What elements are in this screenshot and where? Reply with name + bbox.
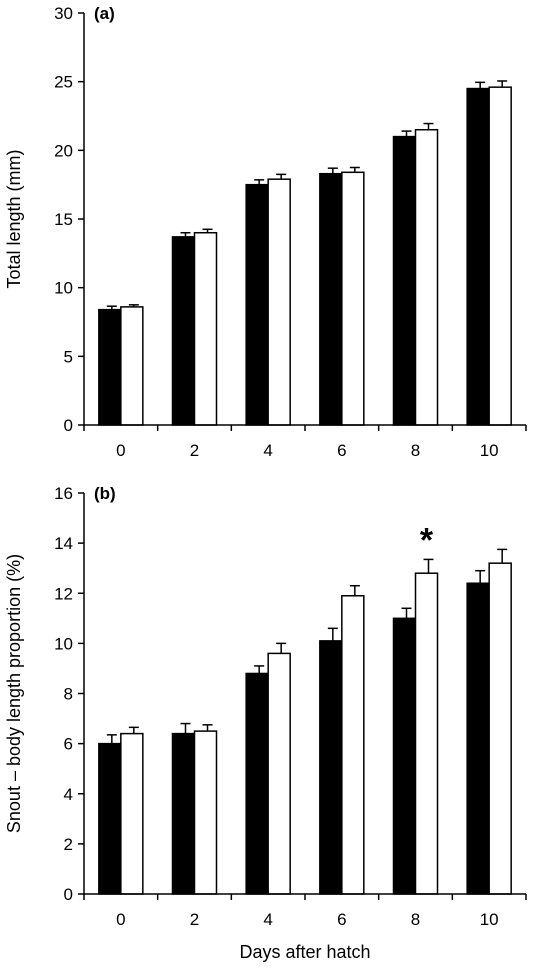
- panel-b-label: (b): [94, 484, 116, 503]
- panel-a-bar: [414, 128, 439, 426]
- panel-b-y-tick-label: 6: [64, 735, 73, 754]
- panel-a-y-tick-label: 25: [54, 73, 73, 92]
- panel-b-bar: [341, 595, 365, 895]
- panel-b-x-tick-label: 10: [480, 910, 499, 929]
- panel-b-y-tick-label: 10: [54, 634, 73, 653]
- panel-b-significance-marker: *: [420, 521, 434, 559]
- panel-b-y-tick-label: 8: [64, 685, 73, 704]
- panel-a-bar: [171, 236, 196, 426]
- panel-b-bar: [120, 732, 144, 895]
- panel-b-bar: [488, 562, 512, 895]
- panel-b-y-tick-label: 12: [54, 584, 73, 603]
- panel-b-bar: [392, 617, 417, 895]
- panel-b-bar: [245, 672, 269, 895]
- panel-b-x-tick-label: 4: [263, 910, 272, 929]
- panel-b-y-tick-label: 2: [64, 835, 73, 854]
- panel-a-chart: 0 5 10 15 20 25 30 0 2 4 6 8 10 (a) Total length (mm…: [4, 4, 527, 460]
- panel-a-bar: [392, 135, 417, 426]
- panel-b-chart: * 0 2 4 6 8 10 12 14 16 0 2 4 6 8 10 (b) Snout – body …: [4, 484, 527, 962]
- panel-b-x-axis-title: Days after hatch: [239, 942, 370, 962]
- panel-a-x-tick-label: 10: [480, 441, 499, 460]
- panel-a-y-tick-label: 10: [54, 279, 73, 298]
- panel-b-y-tick-label: 16: [54, 484, 73, 503]
- panel-a-bar: [245, 183, 269, 426]
- panel-b-bar: [414, 572, 439, 895]
- panel-b-y-tick-label: 14: [54, 534, 73, 553]
- panel-b-bars: *: [98, 521, 512, 895]
- panel-b-x-tick-label: 2: [190, 910, 199, 929]
- panel-a-ticks: 0 5 10 15 20 25 30 0 2 4 6 8 10: [54, 4, 527, 460]
- panel-b-x-tick-label: 6: [337, 910, 346, 929]
- panel-b-ticks: 0 2 4 6 8 10 12 14 16 0 2 4 6 8 10: [54, 484, 527, 929]
- panel-b-y-tick-label: 0: [64, 885, 73, 904]
- panel-b-bar: [267, 652, 291, 895]
- panel-a-y-axis-title: Total length (mm): [4, 149, 24, 288]
- panel-a-x-tick-label: 6: [337, 441, 346, 460]
- panel-a-y-tick-label: 15: [54, 210, 73, 229]
- panel-a-bar: [488, 86, 512, 426]
- panel-a-bar: [466, 87, 490, 426]
- panel-a-x-tick-label: 0: [116, 441, 125, 460]
- panel-a-y-tick-label: 30: [54, 4, 73, 23]
- panel-a-bar: [319, 172, 343, 426]
- panel-b-y-axis-title: Snout – body length proportion (%): [4, 554, 24, 833]
- panel-b-y-tick-label: 4: [64, 785, 73, 804]
- panel-a-bar: [98, 308, 122, 426]
- panel-a-bars: [98, 80, 512, 426]
- panel-a-bar: [193, 231, 218, 426]
- panel-a-y-tick-label: 20: [54, 141, 73, 160]
- panel-b-x-tick-label: 8: [411, 910, 420, 929]
- panel-a-x-tick-label: 2: [190, 441, 199, 460]
- panel-a-y-tick-label: 5: [64, 347, 73, 366]
- panel-b-bar: [319, 640, 343, 895]
- panel-a-bar: [341, 171, 365, 426]
- panel-b-bar: [466, 582, 490, 895]
- panel-b-bar: [98, 742, 122, 895]
- panel-b-x-tick-label: 0: [116, 910, 125, 929]
- panel-a-label: (a): [94, 4, 115, 23]
- panel-b-bar: [193, 730, 218, 895]
- panel-b-bar: [171, 732, 196, 895]
- panel-a-y-tick-label: 0: [64, 416, 73, 435]
- panel-a-x-tick-label: 4: [263, 441, 272, 460]
- panel-a-bar: [267, 178, 291, 426]
- panel-a-x-tick-label: 8: [411, 441, 420, 460]
- panel-a-bar: [120, 306, 144, 426]
